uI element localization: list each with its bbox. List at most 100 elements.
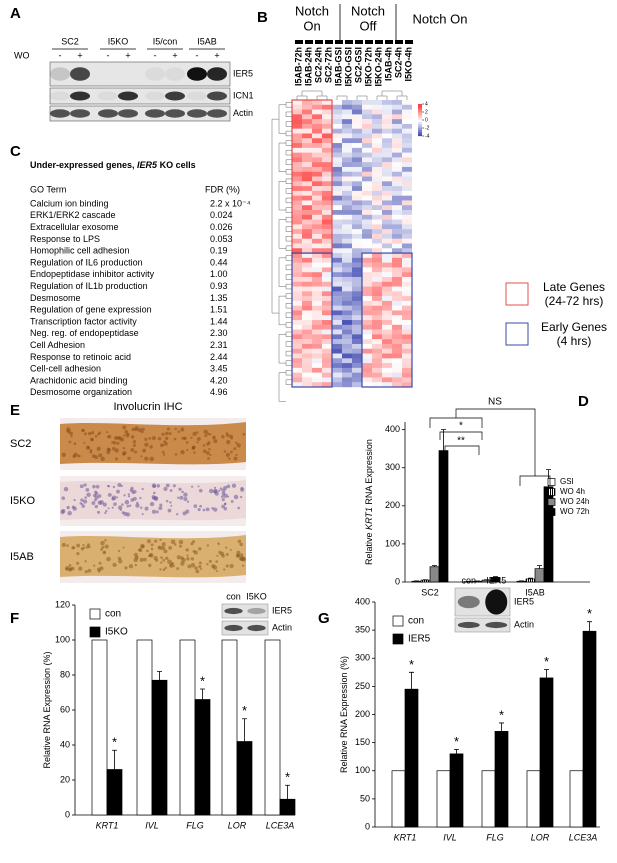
heatmap-cell: [362, 324, 372, 330]
bar: [420, 579, 431, 583]
heatmap-cell: [392, 119, 402, 125]
cell-nucleus: [215, 570, 218, 573]
heatmap-cell: [372, 143, 382, 149]
heatmap-cell: [352, 296, 362, 302]
heatmap-cell: [392, 104, 402, 110]
cell-nucleus: [141, 544, 145, 548]
column-label: I5KO-4h: [403, 47, 413, 82]
heatmap-cell: [352, 166, 362, 172]
heatmap-cell: [352, 128, 362, 134]
fdr-value: 2.31: [210, 340, 228, 350]
heatmap-cell: [342, 243, 352, 249]
heatmap-cell: [342, 143, 352, 149]
heatmap-cell: [312, 229, 322, 235]
heatmap-cell: [372, 210, 382, 215]
heatmap-cell: [302, 176, 312, 182]
heatmap-cell: [322, 104, 332, 110]
heatmap-cell: [352, 315, 362, 321]
heatmap-cell: [372, 233, 382, 239]
cell-nucleus: [164, 441, 168, 446]
cell-nucleus: [197, 508, 201, 512]
heatmap-cell: [382, 267, 392, 273]
column-marker: [335, 40, 343, 44]
cell-nucleus: [208, 448, 211, 451]
cell-nucleus: [169, 564, 174, 568]
heatmap-cell: [292, 267, 302, 273]
heatmap-cell: [322, 324, 332, 330]
cell-nucleus: [198, 565, 202, 569]
column-marker: [345, 40, 353, 44]
cell-nucleus: [165, 431, 169, 436]
heatmap-cell: [342, 166, 352, 172]
cell-nucleus: [76, 552, 80, 556]
cell-nucleus: [68, 440, 72, 444]
heatmap-cell: [342, 343, 352, 349]
heatmap-cell: [352, 243, 362, 249]
heatmap-cell: [392, 257, 402, 263]
column-marker: [375, 40, 383, 44]
colorbar-step: [418, 108, 422, 111]
heatmap-cell: [352, 286, 362, 292]
heatmap-cell: [312, 363, 322, 369]
go-term: Cell Adhesion: [30, 340, 85, 350]
heatmap-cell: [382, 363, 392, 369]
heatmap-cell: [392, 296, 402, 302]
heatmap-cell: [392, 253, 402, 259]
heatmap-cell: [292, 200, 302, 206]
heatmap-cell: [292, 382, 302, 388]
cell-nucleus: [186, 500, 190, 503]
heatmap-cell: [392, 176, 402, 182]
cell-nucleus: [241, 564, 245, 567]
y-tick-label: 300: [355, 653, 370, 663]
heatmap-cell: [372, 248, 382, 254]
heatmap-cell: [322, 382, 332, 388]
heatmap-cell: [352, 343, 362, 349]
heatmap-cell: [382, 253, 392, 259]
heatmap-cell: [362, 200, 372, 206]
x-tick-label: I5AB: [525, 587, 545, 597]
cell-nucleus: [176, 555, 181, 560]
bar: [436, 770, 451, 828]
group-label: I5AB: [197, 36, 217, 46]
heatmap-cell: [352, 300, 362, 306]
heatmap-cell: [292, 123, 302, 129]
column-marker: [305, 40, 313, 44]
heatmap-cell: [372, 358, 382, 364]
heatmap-cell: [292, 229, 302, 235]
heatmap-cell: [312, 104, 322, 110]
heatmap-cell: [372, 315, 382, 321]
heatmap-cell: [322, 190, 332, 196]
heatmap-cell: [372, 353, 382, 359]
heatmap-cell: [332, 315, 342, 321]
heatmap-cell: [372, 133, 382, 139]
y-tick-label: 20: [60, 774, 70, 784]
cell-nucleus: [226, 484, 231, 489]
inset-band: [485, 589, 508, 615]
panel-letter: G: [318, 610, 330, 627]
heatmap-cell: [302, 339, 312, 345]
heatmap-cell: [382, 114, 392, 120]
heatmap-cell: [292, 224, 302, 230]
heatmap-cell: [352, 248, 362, 254]
cell-nucleus: [128, 564, 134, 569]
cell-nucleus: [77, 454, 81, 458]
x-tick-label: SC2: [421, 587, 439, 597]
heatmap-cell: [292, 296, 302, 302]
go-term: Arachidonic acid binding: [30, 375, 128, 385]
heatmap-cell: [382, 219, 392, 225]
heatmap-cell: [332, 229, 342, 235]
heatmap-cell: [292, 157, 302, 163]
go-term: Cell-cell adhesion: [30, 364, 101, 374]
cell-nucleus: [84, 560, 87, 563]
heatmap-cell: [302, 200, 312, 206]
cell-nucleus: [113, 502, 117, 507]
row-dendrogram: [271, 102, 292, 402]
heatmap-cell: [352, 358, 362, 364]
cell-nucleus: [149, 456, 155, 462]
heatmap-cell: [392, 224, 402, 230]
heatmap-cell: [342, 104, 352, 110]
heatmap-cell: [332, 171, 342, 177]
heatmap-cell: [402, 100, 412, 105]
cell-nucleus: [80, 503, 84, 506]
cell-nucleus: [92, 484, 96, 489]
